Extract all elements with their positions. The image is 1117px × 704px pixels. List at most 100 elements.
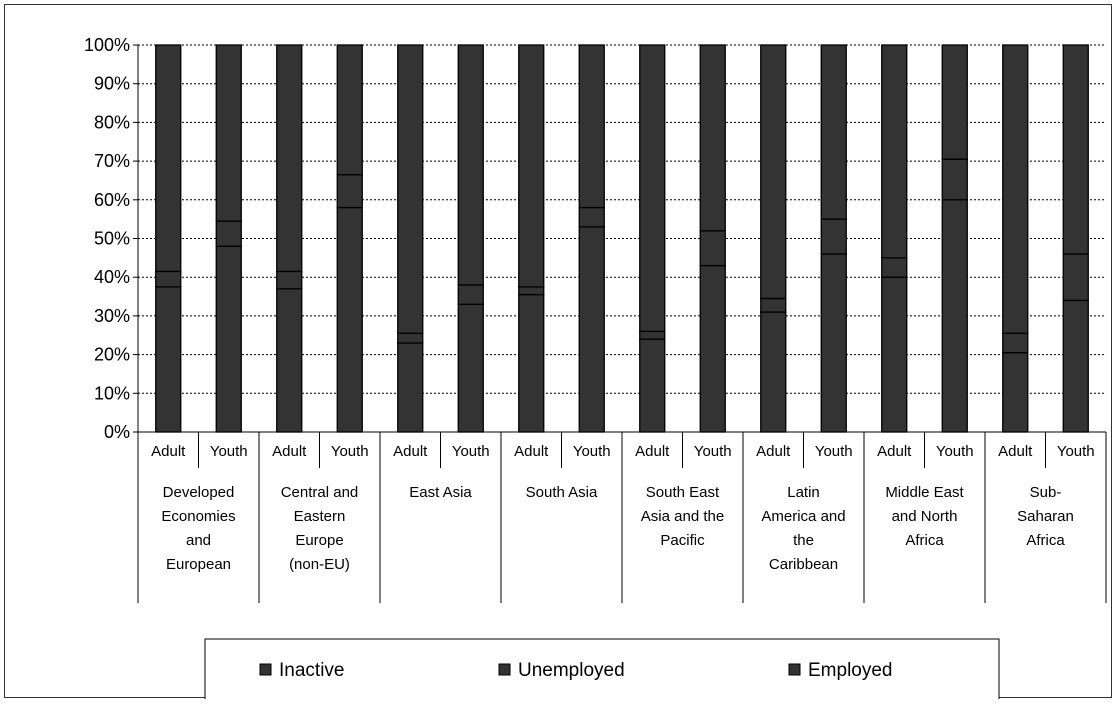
x-sub-label: Youth xyxy=(210,443,248,460)
bar-employed xyxy=(1002,352,1029,433)
bar-employed xyxy=(457,303,484,433)
x-group-label: Africa xyxy=(1026,532,1065,549)
x-group-label: Africa xyxy=(905,532,944,549)
x-sub-label: Adult xyxy=(514,443,549,460)
bar-employed xyxy=(1062,299,1089,433)
bar-inactive xyxy=(941,44,968,160)
bar-inactive xyxy=(457,44,484,286)
bar-employed xyxy=(760,311,787,433)
bar-employed xyxy=(639,338,666,433)
x-sub-label: Youth xyxy=(573,443,611,460)
bar-inactive xyxy=(578,44,605,209)
bar-unemployed xyxy=(941,158,968,201)
bar-employed xyxy=(578,226,605,433)
bar-inactive xyxy=(336,44,363,176)
x-group-label: Caribbean xyxy=(769,556,838,573)
y-tick-label: 70% xyxy=(94,151,130,171)
x-group-label: Central and xyxy=(281,484,359,501)
bar-unemployed xyxy=(760,297,787,313)
bar-employed xyxy=(215,245,242,433)
x-group-label: the xyxy=(793,532,814,549)
bar-inactive xyxy=(760,44,787,300)
x-group-label: South East xyxy=(646,484,720,501)
x-group-label: Pacific xyxy=(660,532,705,549)
bar-employed xyxy=(518,293,545,433)
legend-box xyxy=(204,638,1000,699)
x-group-label: East Asia xyxy=(409,484,472,501)
bar-inactive xyxy=(1002,44,1029,334)
bar-inactive xyxy=(276,44,303,273)
chart-frame: 0% 10% 20% 30% 40% 50% 60% 70% 80% 90% 100% Adult Y… xyxy=(4,4,1112,699)
bar-unemployed xyxy=(639,330,666,340)
bar-inactive xyxy=(518,44,545,288)
x-sub-label: Adult xyxy=(151,443,186,460)
x-sub-label: Adult xyxy=(756,443,791,460)
y-tick-labels: 0% 10% 20% 30% 40% 50% 60% 70% 80% 90% 100% xyxy=(84,35,130,442)
x-sub-label: Youth xyxy=(331,443,369,460)
y-tick-label: 80% xyxy=(94,112,130,132)
x-group-label: Developed xyxy=(163,484,235,501)
y-tick-label: 30% xyxy=(94,306,130,326)
x-group-label: Sub- xyxy=(1030,484,1062,501)
bar-employed xyxy=(699,264,726,433)
bar-employed xyxy=(336,206,363,433)
bar-inactive xyxy=(699,44,726,232)
y-tick-label: 10% xyxy=(94,383,130,403)
bar-unemployed xyxy=(155,270,182,288)
y-tick-label: 90% xyxy=(94,74,130,94)
bar-unemployed xyxy=(276,270,303,290)
x-group-label: European xyxy=(166,556,231,573)
x-sub-label: Youth xyxy=(452,443,490,460)
bar-employed xyxy=(155,286,182,433)
bar-unemployed xyxy=(518,286,545,296)
y-tick-label: 20% xyxy=(94,345,130,365)
x-group-label: Middle East xyxy=(885,484,964,501)
x-sub-label: Youth xyxy=(694,443,732,460)
x-sub-label: Adult xyxy=(393,443,428,460)
y-tick-label: 100% xyxy=(84,35,130,55)
bar-inactive xyxy=(397,44,424,334)
bar-employed xyxy=(881,276,908,433)
bar-inactive xyxy=(215,44,242,222)
bar-unemployed xyxy=(336,173,363,209)
bar-unemployed xyxy=(1002,332,1029,354)
x-sub-label: Youth xyxy=(1057,443,1095,460)
x-group-label: Europe xyxy=(295,532,343,549)
bar-employed xyxy=(941,199,968,433)
x-group-label: Economies xyxy=(161,508,235,525)
x-axis-labels: Adult Youth Adult Youth Adult Youth Adult Youth… xyxy=(151,443,1095,573)
bar-unemployed xyxy=(820,218,847,255)
x-group-label: America and xyxy=(761,508,845,525)
legend-swatch-unemployed xyxy=(498,663,511,676)
y-tick-label: 60% xyxy=(94,190,130,210)
bar-unemployed xyxy=(215,220,242,247)
bar-employed xyxy=(820,253,847,433)
legend-label-employed: Employed xyxy=(808,660,893,681)
legend-label-unemployed: Unemployed xyxy=(518,660,625,681)
legend-label-inactive: Inactive xyxy=(279,660,344,681)
legend-swatch-inactive xyxy=(259,663,272,676)
axes xyxy=(133,44,1107,603)
stacked-bar-chart: 0% 10% 20% 30% 40% 50% 60% 70% 80% 90% 100% Adult Y… xyxy=(84,35,1107,699)
y-tick-label: 40% xyxy=(94,267,130,287)
legend-swatch-employed xyxy=(788,663,801,676)
bar-unemployed xyxy=(881,257,908,278)
x-group-label: and xyxy=(186,532,211,549)
bar-inactive xyxy=(1062,44,1089,255)
bar-employed xyxy=(397,342,424,433)
bar-unemployed xyxy=(397,332,424,344)
x-group-label: and North xyxy=(892,508,958,525)
x-group-label: Asia and the xyxy=(641,508,724,525)
bar-unemployed xyxy=(578,206,605,228)
x-group-label: (non-EU) xyxy=(289,556,350,573)
x-group-label: Saharan xyxy=(1017,508,1074,525)
bar-inactive xyxy=(820,44,847,220)
x-sub-label: Youth xyxy=(936,443,974,460)
bar-unemployed xyxy=(457,284,484,305)
bar-inactive xyxy=(881,44,908,259)
y-tick-label: 50% xyxy=(94,229,130,249)
bar-unemployed xyxy=(699,230,726,267)
x-group-label: Latin xyxy=(787,484,820,501)
x-group-label: Eastern xyxy=(294,508,346,525)
bars xyxy=(155,44,1089,433)
